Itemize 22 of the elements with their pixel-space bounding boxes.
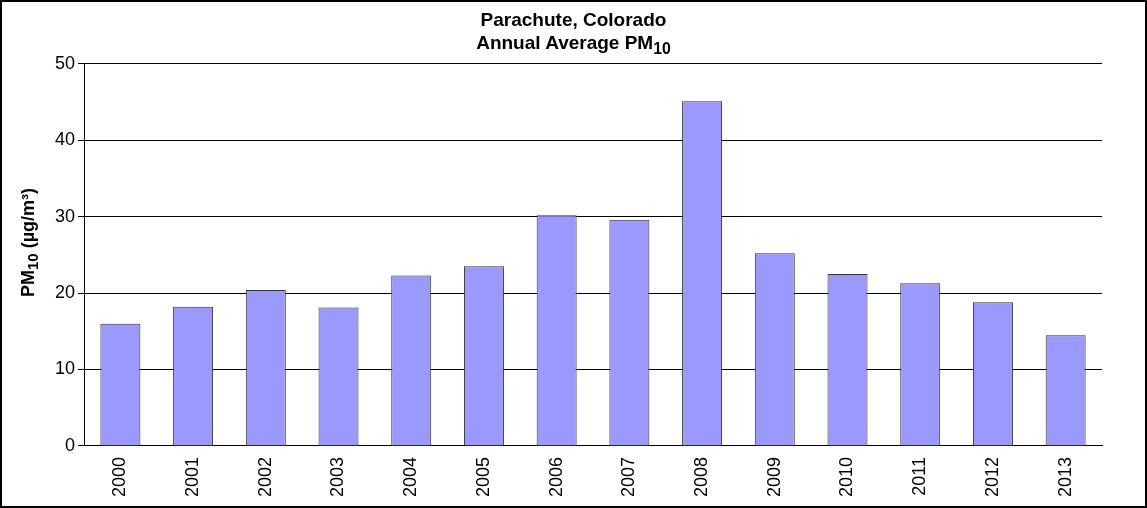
x-tick-label: 2010 xyxy=(836,456,857,497)
y-tick-label: 0 xyxy=(65,434,76,455)
x-tick-label: 2005 xyxy=(472,456,493,497)
x-tick-label: 2011 xyxy=(909,456,930,496)
y-tick-label: 10 xyxy=(54,358,76,379)
x-tick-label: 2001 xyxy=(182,456,203,497)
x-tick-label: 2013 xyxy=(1054,456,1075,497)
x-tick-label: 2003 xyxy=(327,456,348,497)
x-tick-label: 2007 xyxy=(618,456,639,497)
x-tick-label: 2012 xyxy=(981,456,1002,497)
x-tick-label: 2009 xyxy=(763,456,784,497)
chart-subtitle: Annual Average PM$_{10}$ xyxy=(476,32,671,57)
x-tick-label: 2000 xyxy=(109,456,130,497)
x-tick-label: 2004 xyxy=(400,456,421,497)
x-tick-label: 2002 xyxy=(254,456,275,497)
chart-title: Parachute, Colorado xyxy=(479,8,668,31)
y-tick-label: 30 xyxy=(54,205,76,226)
y-tick-label: 50 xyxy=(54,52,76,73)
y-tick-label: 40 xyxy=(54,129,76,150)
y-tick-label: 20 xyxy=(54,282,76,303)
x-tick-label: 2006 xyxy=(545,456,566,497)
x-tick-label: 2008 xyxy=(691,456,712,497)
